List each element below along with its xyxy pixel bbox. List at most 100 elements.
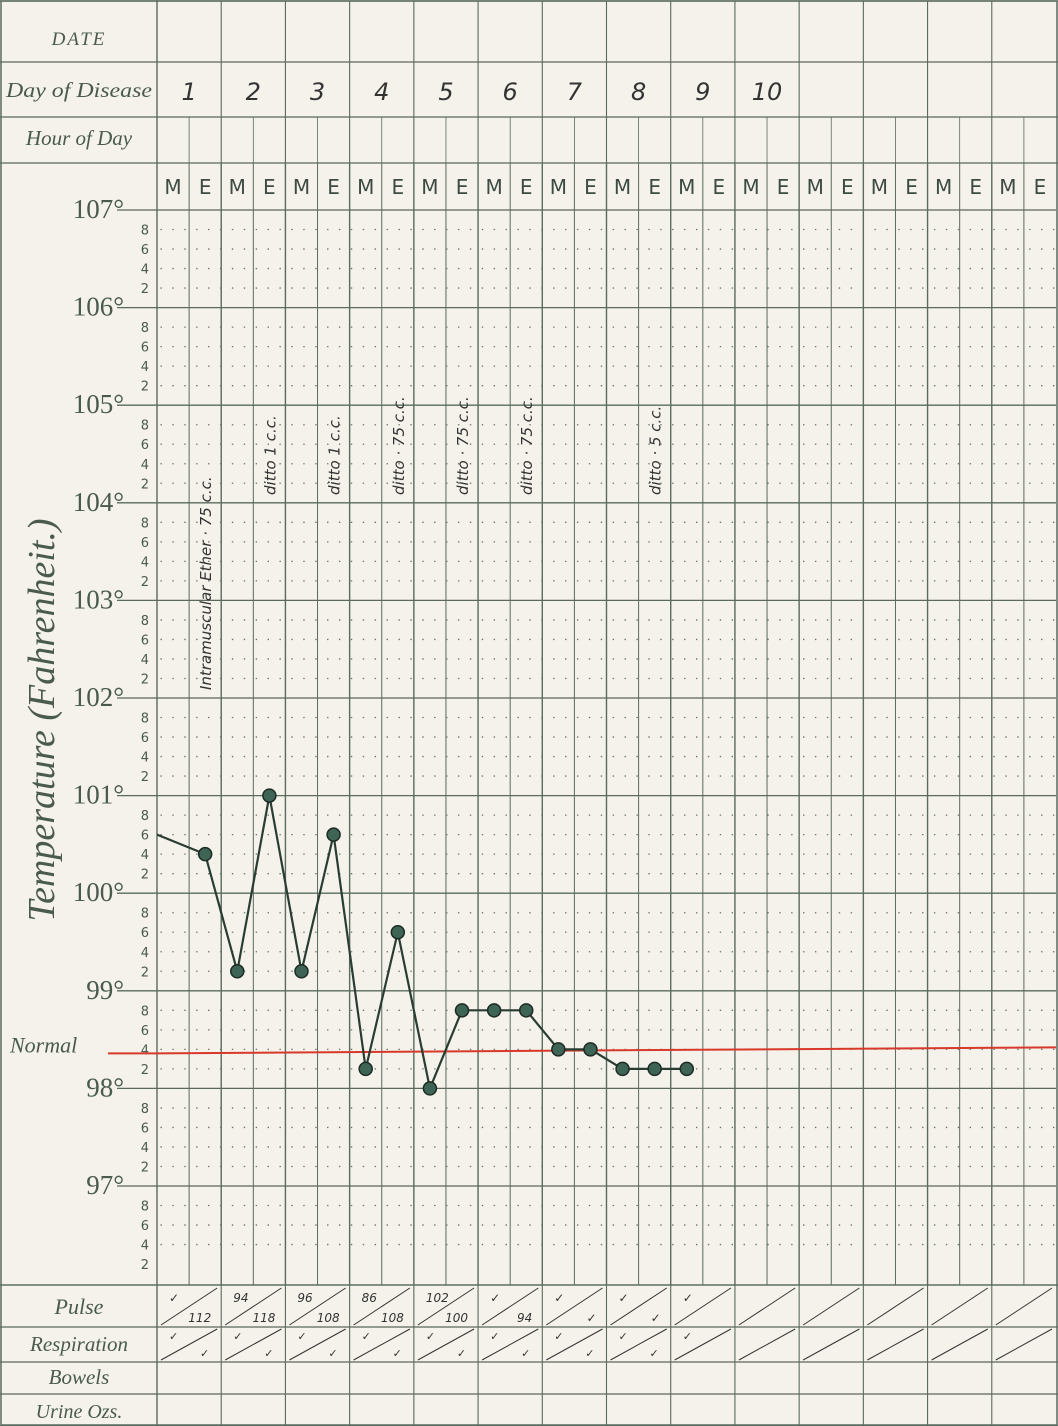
minor-tick-label: 6 bbox=[141, 1024, 149, 1039]
minor-tick-label: 4 bbox=[141, 360, 149, 375]
respiration-slash bbox=[867, 1328, 924, 1361]
minor-tick-label: 6 bbox=[141, 243, 149, 258]
me-label: M bbox=[485, 175, 502, 199]
respiration-slash bbox=[995, 1328, 1053, 1361]
minor-tick-label: 4 bbox=[141, 263, 149, 278]
pulse-evening: 100 bbox=[445, 1311, 468, 1325]
minor-tick-label: 2 bbox=[141, 868, 149, 883]
temperature-point bbox=[326, 827, 341, 842]
minor-tick-label: 4 bbox=[141, 1141, 149, 1156]
pulse-slash bbox=[353, 1287, 411, 1326]
day-number: 8 bbox=[631, 78, 646, 106]
respiration-evening: ✓ bbox=[521, 1347, 530, 1360]
temperature-line bbox=[156, 794, 687, 1090]
minor-tick-label: 8 bbox=[141, 1004, 149, 1019]
me-label: E bbox=[777, 175, 790, 199]
respiration-morning: ✓ bbox=[169, 1330, 178, 1343]
respiration-evening: ✓ bbox=[585, 1347, 594, 1360]
me-label: E bbox=[905, 175, 918, 199]
minor-tick-label: 8 bbox=[141, 516, 149, 531]
major-tick-label: 102° bbox=[73, 682, 124, 712]
temperature-point bbox=[583, 1042, 598, 1057]
respiration-slash bbox=[931, 1328, 989, 1361]
normal-line bbox=[156, 1046, 1057, 1055]
me-label: M bbox=[807, 175, 824, 199]
y-axis-title: Temperature (Fahrenheit.) bbox=[21, 518, 63, 921]
minor-tick-label: 2 bbox=[141, 770, 149, 785]
respiration-slash bbox=[289, 1328, 346, 1361]
minor-tick-label: 8 bbox=[141, 614, 149, 629]
minor-tick-label: 6 bbox=[141, 1219, 149, 1234]
minor-tick-label: 8 bbox=[141, 907, 149, 922]
pulse-slash bbox=[224, 1287, 282, 1326]
major-tick-label: 101° bbox=[73, 780, 124, 810]
me-label: M bbox=[742, 175, 759, 199]
hour-of-day-label: Hour of Day bbox=[25, 126, 133, 150]
me-label: E bbox=[199, 175, 212, 199]
respiration-morning: ✓ bbox=[683, 1330, 692, 1343]
annotation-text: Intramuscular Ether · 75 c.c. bbox=[197, 476, 215, 690]
pulse-morning: ✓ bbox=[169, 1291, 179, 1305]
me-label: E bbox=[713, 175, 726, 199]
pulse-morning: ✓ bbox=[619, 1291, 629, 1305]
temperature-point bbox=[454, 1003, 470, 1018]
respiration-slash bbox=[546, 1328, 603, 1361]
me-label: M bbox=[871, 175, 888, 199]
respiration-morning: ✓ bbox=[490, 1330, 499, 1343]
me-label: M bbox=[614, 175, 631, 199]
minor-tick-label: 8 bbox=[141, 809, 149, 824]
me-label: M bbox=[293, 175, 310, 199]
annotation-text: ditto · 5 c.c. bbox=[647, 406, 665, 495]
urine-label: Urine Ozs. bbox=[36, 1401, 123, 1423]
minor-tick-label: 2 bbox=[141, 672, 149, 687]
minor-tick-label: 2 bbox=[141, 477, 149, 492]
minor-tick-label: 8 bbox=[141, 1200, 149, 1215]
respiration-slash bbox=[353, 1328, 411, 1361]
me-label: M bbox=[999, 175, 1016, 199]
minor-tick-label: 2 bbox=[141, 1160, 149, 1175]
temperature-point bbox=[551, 1042, 566, 1057]
major-tick-label: 107° bbox=[73, 194, 124, 224]
minor-tick-label: 4 bbox=[141, 848, 149, 863]
major-tick-label: 106° bbox=[73, 292, 124, 322]
day-number: 10 bbox=[752, 78, 783, 106]
pulse-slash bbox=[674, 1287, 732, 1326]
minor-tick-label: 6 bbox=[141, 731, 149, 746]
pulse-slash bbox=[160, 1287, 218, 1326]
minor-tick-label: 2 bbox=[141, 1258, 149, 1273]
pulse-evening: 112 bbox=[188, 1311, 211, 1325]
pulse-slash bbox=[610, 1287, 667, 1326]
temperature-point bbox=[615, 1061, 630, 1077]
respiration-morning: ✓ bbox=[426, 1330, 435, 1343]
day-number: 7 bbox=[567, 78, 583, 106]
pulse-evening: 118 bbox=[253, 1311, 276, 1325]
me-label: E bbox=[1034, 175, 1047, 199]
temperature-point bbox=[422, 1081, 438, 1096]
minor-tick-label: 4 bbox=[141, 653, 149, 668]
me-label: E bbox=[327, 175, 340, 199]
minor-tick-label: 8 bbox=[141, 712, 149, 727]
minor-tick-label: 8 bbox=[141, 419, 149, 434]
minor-tick-label: 6 bbox=[141, 829, 149, 844]
minor-tick-label: 8 bbox=[141, 224, 149, 239]
me-label: M bbox=[421, 175, 438, 199]
pulse-slash bbox=[417, 1287, 475, 1326]
temperature-point bbox=[358, 1061, 373, 1077]
pulse-evening: 108 bbox=[317, 1311, 340, 1325]
annotation-text: ditto 1 c.c. bbox=[326, 415, 344, 495]
major-tick-label: 105° bbox=[73, 389, 124, 419]
respiration-slash bbox=[224, 1328, 282, 1361]
temperature-point bbox=[647, 1061, 662, 1077]
day-number: 5 bbox=[438, 78, 453, 106]
day-number: 9 bbox=[695, 78, 710, 106]
day-number: 2 bbox=[246, 78, 261, 106]
pulse-morning: ✓ bbox=[554, 1291, 564, 1305]
pulse-slash bbox=[289, 1287, 346, 1326]
respiration-morning: ✓ bbox=[297, 1330, 306, 1343]
minor-tick-label: 8 bbox=[141, 321, 149, 336]
minor-tick-label: 8 bbox=[141, 1102, 149, 1117]
pulse-slash bbox=[802, 1287, 860, 1326]
major-tick-label: 98° bbox=[86, 1072, 124, 1102]
